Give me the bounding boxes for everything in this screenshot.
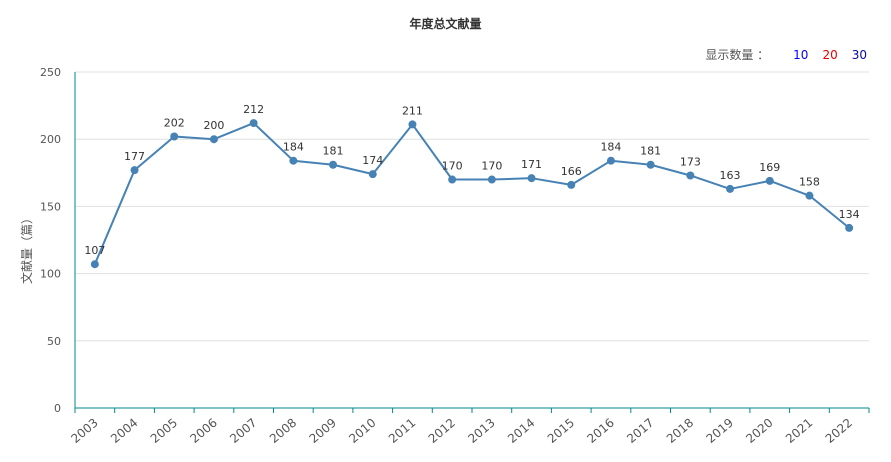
series-line-group: [90, 119, 854, 269]
x-tick-label: 2015: [545, 416, 577, 446]
data-label: 170: [481, 160, 502, 173]
y-tick-label: 100: [40, 268, 61, 281]
x-tick-label: 2008: [267, 416, 299, 446]
x-tick-label: 2022: [823, 416, 855, 446]
x-tick-label: 2004: [108, 416, 140, 446]
x-tick-label: 2012: [426, 416, 458, 446]
data-point: [368, 170, 377, 179]
data-point: [170, 132, 179, 141]
data-label: 158: [799, 176, 820, 189]
y-axis-ticks: 0 50 100 150 200 250: [40, 66, 61, 415]
x-tick-label: 2019: [704, 416, 736, 446]
data-label: 200: [203, 119, 224, 132]
data-point: [845, 223, 854, 232]
x-axis-ticks: 2003 2004 2005 2006 2007 2008 2009 2010 2011 2012…: [68, 408, 870, 446]
data-label: 134: [839, 208, 860, 221]
data-label: 169: [759, 161, 780, 174]
data-label: 107: [84, 244, 105, 257]
x-tick-label: 2017: [624, 416, 656, 446]
x-tick-label: 2013: [465, 416, 497, 446]
chart-title: 年度总文献量: [409, 17, 482, 31]
x-tick-label: 2005: [148, 416, 180, 446]
data-label: 211: [402, 104, 423, 117]
data-point: [209, 135, 218, 144]
x-tick-label: 2011: [386, 416, 418, 446]
data-label: 177: [124, 150, 145, 163]
data-label: 170: [442, 160, 463, 173]
data-label: 163: [720, 169, 741, 182]
data-point: [487, 175, 496, 184]
y-tick-label: 0: [54, 402, 61, 415]
data-point: [805, 191, 814, 200]
x-tick-label: 2018: [664, 416, 696, 446]
data-label: 184: [600, 141, 621, 154]
display-count-control: 显示数量 ： 10 20 30: [705, 46, 867, 63]
x-tick-label: 2016: [584, 416, 616, 446]
y-tick-label: 250: [40, 66, 61, 79]
data-point: [289, 156, 298, 165]
data-point: [130, 166, 139, 175]
data-label: 184: [283, 141, 304, 154]
count-option-30[interactable]: 30: [851, 47, 867, 62]
data-label: 202: [164, 117, 185, 130]
count-option-20[interactable]: 20: [822, 47, 838, 62]
data-point: [329, 160, 338, 169]
data-label: 181: [640, 145, 661, 158]
data-point: [448, 175, 457, 184]
data-point: [765, 176, 774, 185]
count-option-10[interactable]: 10: [793, 47, 809, 62]
data-point: [90, 260, 99, 269]
data-label: 173: [680, 155, 701, 168]
y-tick-label: 200: [40, 133, 61, 146]
x-tick-label: 2006: [187, 416, 219, 446]
x-tick-label: 2007: [227, 416, 259, 446]
x-tick-label: 2020: [743, 416, 775, 446]
display-count-label: 显示数量 ：: [705, 48, 770, 62]
data-point: [726, 184, 735, 193]
data-point: [606, 156, 615, 165]
x-tick-label: 2014: [505, 416, 537, 446]
data-point: [408, 120, 417, 129]
data-label: 212: [243, 103, 264, 116]
data-label: 181: [323, 145, 344, 158]
data-point: [527, 174, 536, 183]
data-point: [567, 180, 576, 189]
grid-lines: [75, 71, 869, 342]
chart-axes: [74, 72, 869, 409]
data-label: 166: [561, 165, 582, 178]
x-tick-label: 2021: [783, 416, 815, 446]
data-label: 174: [362, 154, 383, 167]
x-tick-label: 2010: [346, 416, 378, 446]
y-tick-label: 50: [47, 335, 61, 348]
data-point: [686, 171, 695, 180]
data-point: [249, 119, 258, 128]
x-tick-label: 2009: [307, 416, 339, 446]
y-axis-label: 文献量（篇）: [19, 212, 34, 284]
series-line: [93, 122, 850, 265]
x-tick-label: 2003: [68, 416, 100, 446]
data-point: [646, 160, 655, 169]
y-tick-label: 150: [40, 200, 61, 213]
data-label: 171: [521, 158, 542, 171]
data-labels: 107 177 202 200 212 184 181 174 211 170 170 171 166 1…: [84, 103, 859, 257]
